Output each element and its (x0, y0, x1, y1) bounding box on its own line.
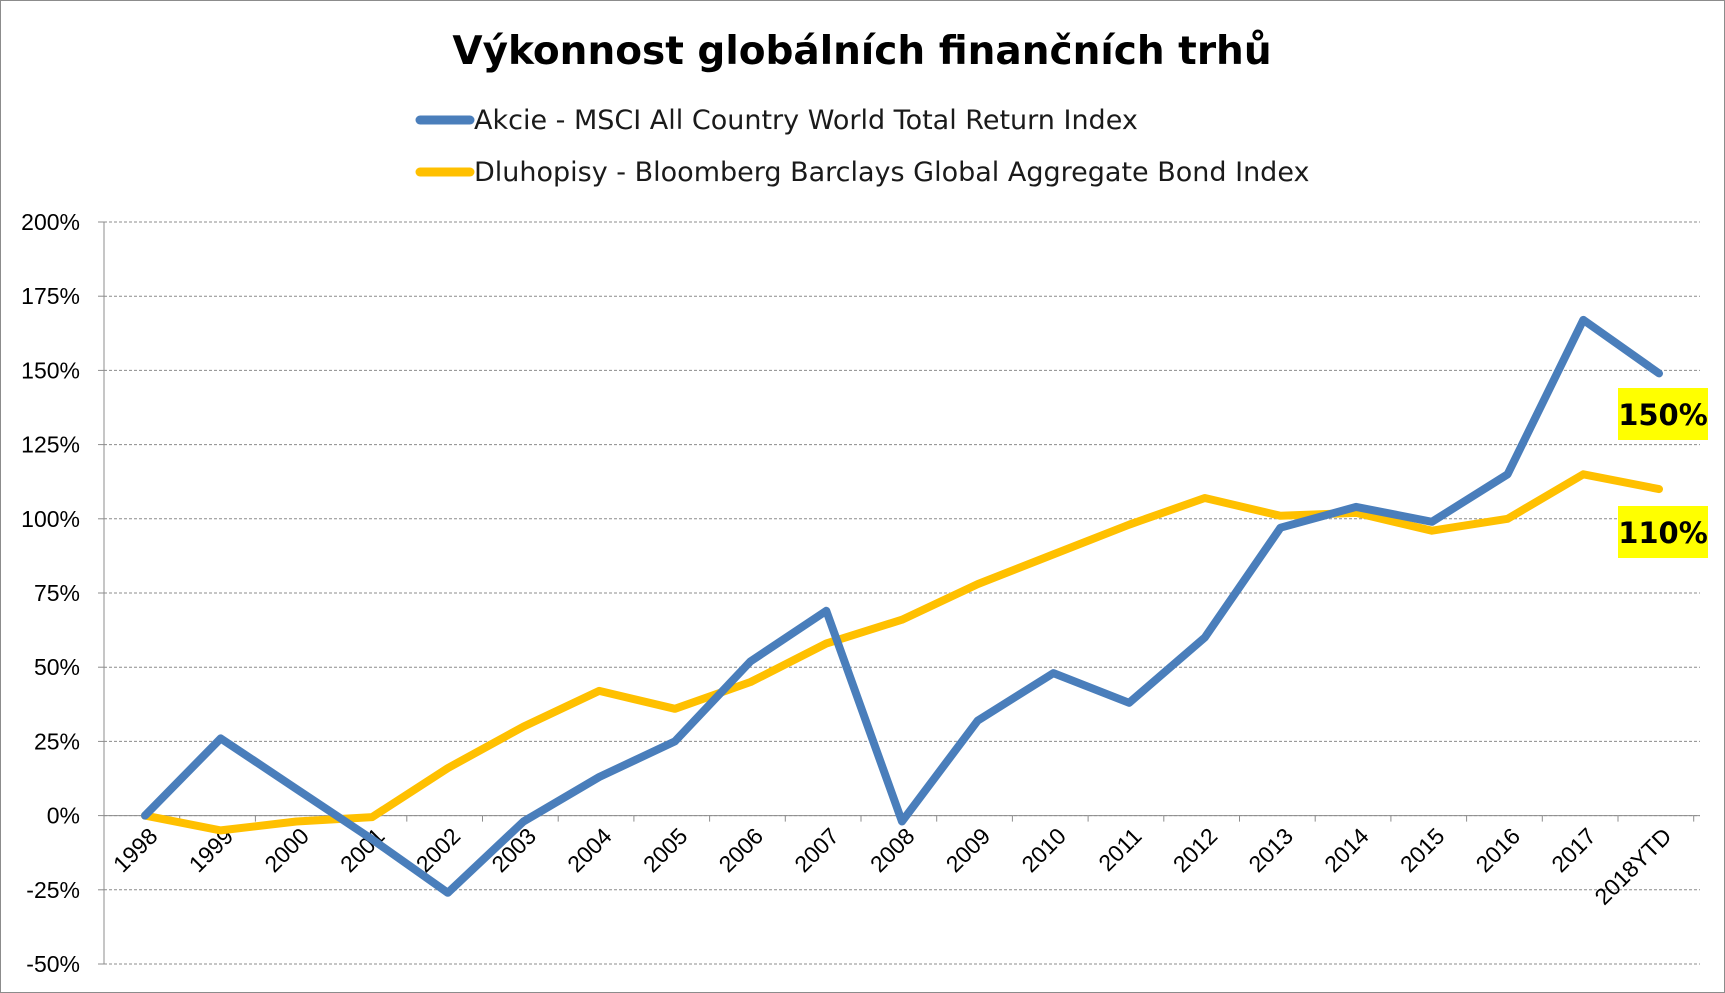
callout-label: 150% (1618, 398, 1708, 432)
callout-background (1618, 388, 1708, 440)
x-tick-label: 2000 (259, 823, 314, 878)
callout-label: 110% (1618, 516, 1708, 550)
x-tick-label: 2004 (562, 823, 617, 878)
x-tick-label: 2018YTD (1589, 823, 1676, 910)
legend-item-dluhopisy: Dluhopisy - Bloomberg Barclays Global Ag… (415, 157, 1309, 188)
legend-label-dluhopisy: Dluhopisy - Bloomberg Barclays Global Ag… (474, 157, 1309, 188)
y-tick-label: 50% (34, 654, 80, 680)
x-tick-label: 2009 (941, 823, 996, 878)
x-axis-ticks: 1998 1999 2000 2001 2002 2003 2004 2005 2006 2007… (108, 823, 1677, 910)
callout-dluhopisy: 110% (1618, 506, 1708, 558)
x-tick-label: 1998 (108, 823, 163, 878)
legend: Akcie - MSCI All Country World Total Ret… (415, 105, 1309, 188)
y-tick-label: -25% (26, 877, 80, 903)
chart-title: Výkonnost globálních finančních trhů (452, 29, 1271, 74)
x-tick-label: 2008 (865, 823, 920, 878)
x-tick-label: 2005 (638, 823, 693, 878)
y-tick-label: 175% (21, 283, 80, 309)
x-tick-label: 2016 (1471, 823, 1526, 878)
y-axis-ticks: -50% -25% 0% 25% 50% 75% 100% 125% 150% 175% 200% (21, 209, 80, 977)
y-tick-label: 75% (34, 580, 80, 606)
y-tick-label: 200% (21, 209, 80, 235)
x-tick-label: 2006 (714, 823, 769, 878)
callout-akcie: 150% (1618, 388, 1708, 440)
callouts: 150% 110% (1618, 388, 1708, 558)
y-tick-label: 125% (21, 432, 80, 458)
x-tick-label: 2017 (1546, 823, 1601, 878)
x-tick-label: 2012 (1168, 823, 1223, 878)
series-line-akcie (141, 315, 1663, 897)
x-tick-label: 2014 (1319, 823, 1374, 878)
x-tick-label: 2013 (1243, 823, 1298, 878)
y-tick-label: 25% (34, 728, 80, 754)
series-lines (141, 315, 1663, 897)
series-line-dluhopisy (141, 470, 1663, 835)
y-tick-label: 0% (47, 803, 80, 829)
legend-label-akcie: Akcie - MSCI All Country World Total Ret… (474, 105, 1138, 136)
callout-background (1618, 506, 1708, 558)
legend-item-akcie: Akcie - MSCI All Country World Total Ret… (415, 105, 1138, 136)
y-tick-label: 100% (21, 506, 80, 532)
y-tick-label: 150% (21, 357, 80, 383)
x-tick-label: 2011 (1093, 823, 1146, 876)
x-tick-label: 2007 (789, 823, 844, 878)
gridlines (98, 221, 1700, 965)
x-tick-label: 2010 (1016, 823, 1071, 878)
x-tick-label: 2015 (1395, 823, 1450, 878)
y-tick-label: -50% (26, 951, 80, 977)
